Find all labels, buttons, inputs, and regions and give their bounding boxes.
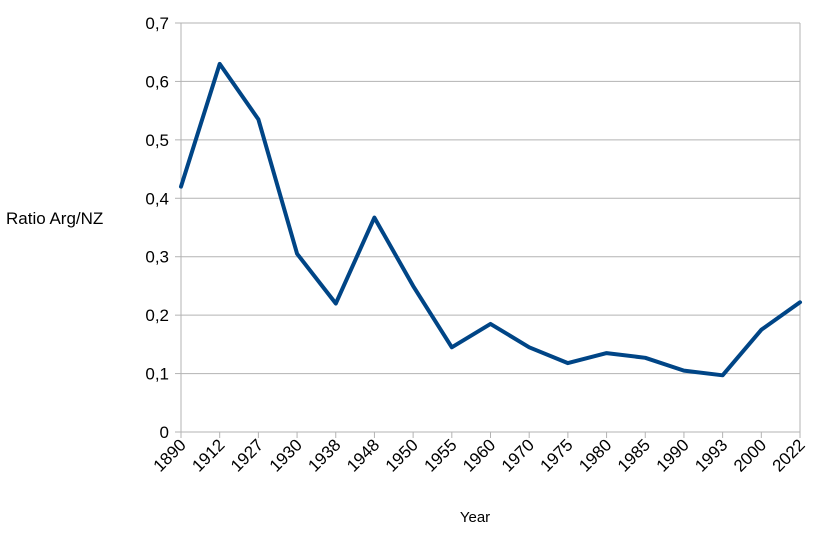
x-tick-label: 2000 xyxy=(730,435,770,475)
y-tick-labels: 0 0,1 0,2 0,3 0,4 0,5 0,6 0,7 xyxy=(145,14,169,442)
y-tick-label: 0,7 xyxy=(145,14,169,33)
y-axis-title: Ratio Arg/NZ xyxy=(6,209,103,228)
y-tick-label: 0,1 xyxy=(145,365,169,384)
x-tick-label: 1930 xyxy=(266,435,306,475)
x-tick-label: 1993 xyxy=(691,435,731,475)
grid-lines xyxy=(181,22,800,433)
x-tick-label: 1990 xyxy=(653,435,693,475)
axes xyxy=(175,22,801,438)
y-tick-label: 0,4 xyxy=(145,189,169,208)
y-tick-label: 0,2 xyxy=(145,306,169,325)
series-line xyxy=(179,61,802,378)
x-tick-label: 1912 xyxy=(188,435,228,475)
x-tick-label: 1975 xyxy=(537,435,577,475)
x-tick-label: 2022 xyxy=(769,435,809,475)
y-tick-label: 0,6 xyxy=(145,72,169,91)
x-tick-label: 1950 xyxy=(382,435,422,475)
x-tick-labels: 1890191219271930193819481950195519601970… xyxy=(150,435,809,475)
x-tick-label: 1890 xyxy=(150,435,190,475)
x-tick-label: 1970 xyxy=(498,435,538,475)
y-tick-label: 0,5 xyxy=(145,131,169,150)
x-tick-label: 1985 xyxy=(614,435,654,475)
x-tick-label: 1955 xyxy=(420,435,460,475)
series-lines xyxy=(179,61,802,378)
x-tick-label: 1938 xyxy=(304,435,344,475)
x-tick-label: 1960 xyxy=(459,435,499,475)
y-tick-label: 0,3 xyxy=(145,248,169,267)
x-tick-label: 1927 xyxy=(227,435,267,475)
x-axis-title: Year xyxy=(460,509,490,526)
y-tick-label: 0 xyxy=(160,423,169,442)
x-tick-label: 1948 xyxy=(343,435,383,475)
x-tick-label: 1980 xyxy=(575,435,615,475)
